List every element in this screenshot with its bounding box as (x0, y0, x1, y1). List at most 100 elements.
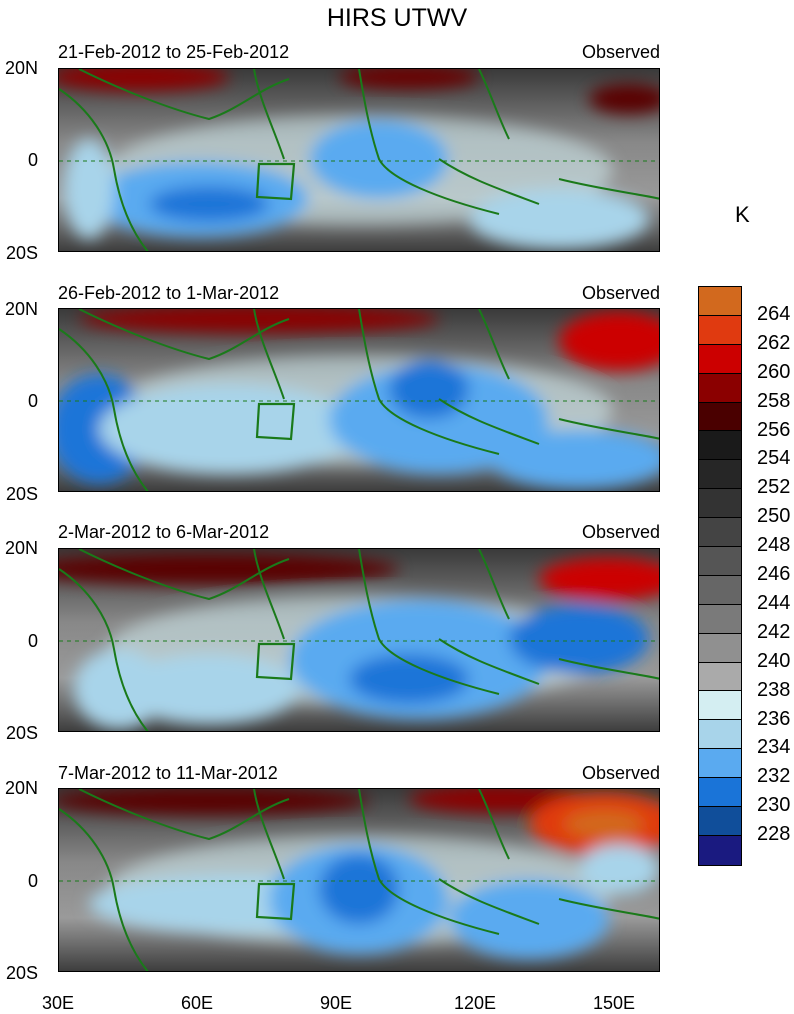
arabia-coast (78, 549, 290, 601)
colorbar-box (699, 373, 741, 403)
low-temp-region (349, 654, 469, 704)
lon-label-90e: 90E (319, 993, 353, 1013)
arabia-coast (78, 69, 290, 121)
colorbar-box (699, 460, 741, 490)
india-coast (253, 309, 285, 400)
analysis-box (255, 882, 296, 921)
low-temp-region (469, 189, 649, 249)
africa-coast (59, 808, 149, 971)
map-panel-3 (58, 548, 660, 732)
lat-label-20s: 20S (5, 243, 38, 263)
png-coast (558, 418, 659, 440)
colorbar-box (699, 835, 741, 865)
field-contours (59, 553, 659, 729)
panel-2-date-range: 26-Feb-2012 to 1-Mar-2012 (58, 283, 280, 303)
colorbar-box (699, 547, 741, 576)
colorbar-label: 264 (757, 302, 791, 325)
philippines-coast (478, 69, 510, 140)
panel-3-date-range: 2-Mar-2012 to 6-Mar-2012 (58, 522, 270, 542)
lat-label-20n: 20N (4, 58, 38, 78)
low-temp-region (489, 429, 659, 489)
lat-label-20n: 20N (4, 778, 38, 798)
colorbar-label: 228 (757, 823, 791, 846)
colorbar-label: 248 (757, 534, 791, 557)
panel-1-date-range: 21-Feb-2012 to 25-Feb-2012 (58, 42, 290, 62)
lat-label-eq: 0 (27, 871, 38, 891)
lon-label-30e: 30E (41, 993, 75, 1013)
high-temp-region (564, 810, 644, 838)
panel-4-date-range: 7-Mar-2012 to 11-Mar-2012 (58, 763, 278, 783)
colorbar-label: 238 (757, 678, 791, 701)
colorbar-box (699, 807, 741, 836)
lat-label-20s: 20S (5, 723, 38, 743)
png-coast (558, 178, 659, 200)
java-coast (438, 398, 540, 445)
arabia-coast (78, 789, 290, 841)
lat-label-eq: 0 (27, 391, 38, 411)
sumatra-coast (358, 69, 500, 215)
high-temp-region (59, 69, 229, 91)
high-temp-region (559, 311, 659, 371)
low-temp-region (64, 139, 114, 239)
india-coast (253, 549, 285, 640)
panel-4-label: Observed (581, 763, 660, 783)
high-temp-region (79, 309, 439, 333)
colorbar-box (699, 518, 741, 548)
colorbar-box (699, 431, 741, 461)
colorbar-label: 230 (757, 794, 791, 817)
coastlines (59, 69, 659, 251)
colorbar-box (699, 749, 741, 779)
colorbar-box (699, 662, 741, 692)
coastlines (59, 549, 659, 731)
arabia-coast (78, 309, 290, 361)
colorbar-box (699, 315, 741, 345)
map-field-1 (59, 69, 659, 251)
low-temp-region (149, 186, 269, 222)
sumatra-coast (358, 549, 500, 695)
colorbar-label: 242 (757, 620, 791, 643)
png-coast (558, 658, 659, 680)
map-panel-2 (58, 308, 660, 492)
low-temp-region (319, 854, 399, 924)
map-panel-4 (58, 788, 660, 972)
colorbar-label: 240 (757, 649, 791, 672)
lon-label-60e: 60E (180, 993, 214, 1013)
panel-3-label: Observed (581, 522, 660, 542)
colorbar-label: 252 (757, 476, 791, 499)
field-contours (59, 69, 659, 249)
colorbar-label: 258 (757, 389, 791, 412)
colorbar-label: 234 (757, 736, 791, 759)
india-coast (253, 789, 285, 880)
java-coast (438, 638, 540, 685)
low-temp-region (389, 359, 469, 419)
lat-label-20s: 20S (5, 484, 38, 504)
colorbar-box (699, 691, 741, 721)
colorbar-box (699, 287, 741, 316)
map-field-4 (59, 789, 659, 971)
analysis-box (255, 402, 296, 441)
colorbar (698, 286, 742, 866)
colorbar-box (699, 778, 741, 808)
colorbar-label: 250 (757, 505, 791, 528)
png-coast (558, 898, 659, 920)
colorbar-label: 244 (757, 591, 791, 614)
coastlines (59, 309, 659, 491)
colorbar-box (699, 489, 741, 519)
map-field-3 (59, 549, 659, 731)
panel-1-label: Observed (581, 42, 660, 62)
map-panel-1 (58, 68, 660, 252)
colorbar-label: 254 (757, 447, 791, 470)
panel-2-label: Observed (581, 283, 660, 303)
lat-label-eq: 0 (27, 150, 38, 170)
colorbar-box (699, 720, 741, 750)
colorbar-box (699, 402, 741, 432)
colorbar-box (699, 575, 741, 605)
low-temp-region (449, 879, 609, 959)
philippines-coast (478, 309, 510, 380)
high-temp-region (59, 789, 369, 815)
low-temp-region (74, 649, 164, 729)
colorbar-label: 246 (757, 563, 791, 585)
map-field-2 (59, 309, 659, 491)
colorbar-label: 260 (757, 360, 791, 383)
high-temp-region (339, 69, 479, 89)
